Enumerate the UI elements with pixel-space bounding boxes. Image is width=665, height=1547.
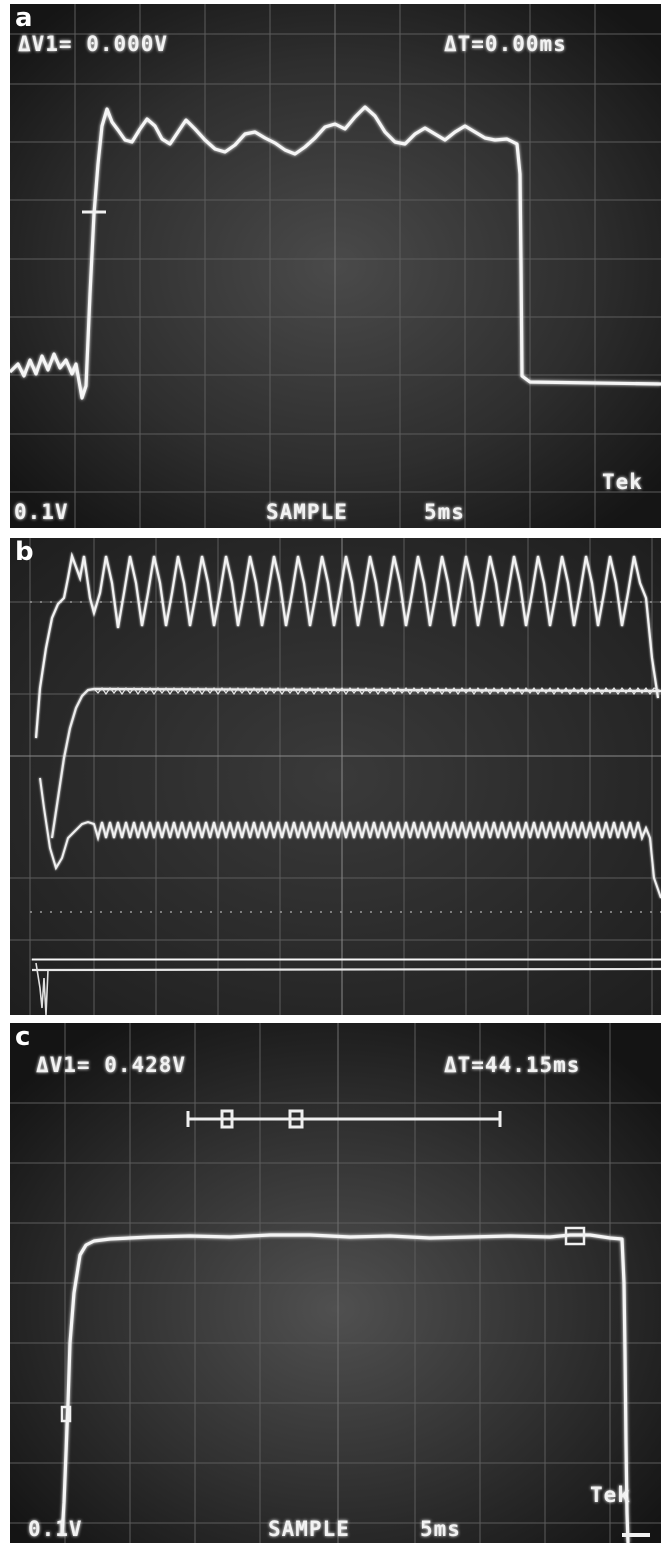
acquisition-mode-readout: SAMPLE [268, 1517, 350, 1541]
panel-letter: c [15, 1023, 31, 1052]
time-per-division-readout: 5ms [424, 500, 465, 524]
scope-screen-c [10, 1023, 661, 1543]
brand-label: Tek [602, 470, 643, 494]
center-axis-ticks [10, 538, 661, 1015]
trace-4-baseline-lower [31, 967, 661, 972]
brand-label: Tek [590, 1483, 631, 1507]
delta-voltage-readout: ΔV1= 0.428V [36, 1053, 187, 1077]
graticule [10, 1023, 661, 1543]
oscilloscope-panel-c: c ΔV1= 0.428V ΔT=44.15ms 0.1V SAMPLE 5ms… [10, 1023, 661, 1543]
cursor-marker-start [60, 1405, 72, 1423]
panel-letter: b [15, 538, 34, 567]
delta-time-readout: ΔT=44.15ms [444, 1053, 581, 1077]
acquisition-mode-readout: SAMPLE [266, 500, 348, 524]
oscilloscope-panel-b: b [10, 538, 661, 1015]
trace-4-baseline-upper [31, 957, 661, 962]
panel-letter: a [15, 4, 33, 33]
screen-background [10, 538, 661, 1015]
trace-1-ripple [34, 551, 660, 739]
time-per-division-readout: 5ms [420, 1517, 461, 1541]
signal-trace [60, 1233, 630, 1543]
scope-screen-a [10, 4, 661, 528]
volts-per-division-readout: 0.1V [28, 1517, 83, 1541]
delta-time-readout: ΔT=0.00ms [444, 32, 567, 56]
scope-screen-b [10, 538, 661, 1015]
volts-per-division-readout: 0.1V [14, 500, 69, 524]
trace-4-start-transient [35, 962, 49, 1015]
cursor-marker-end [564, 1226, 586, 1246]
oscilloscope-panel-a: a ΔV1= 0.000V ΔT=0.00ms 0.1V SAMPLE 5ms … [10, 4, 661, 528]
graticule [10, 4, 661, 528]
trace-2-ripple [93, 686, 661, 696]
signal-trace [10, 105, 661, 400]
trace-3-ripple [39, 777, 661, 899]
delta-voltage-readout: ΔV1= 0.000V [18, 32, 169, 56]
cursor-bar [186, 1109, 502, 1129]
trace-2-response [50, 687, 661, 839]
